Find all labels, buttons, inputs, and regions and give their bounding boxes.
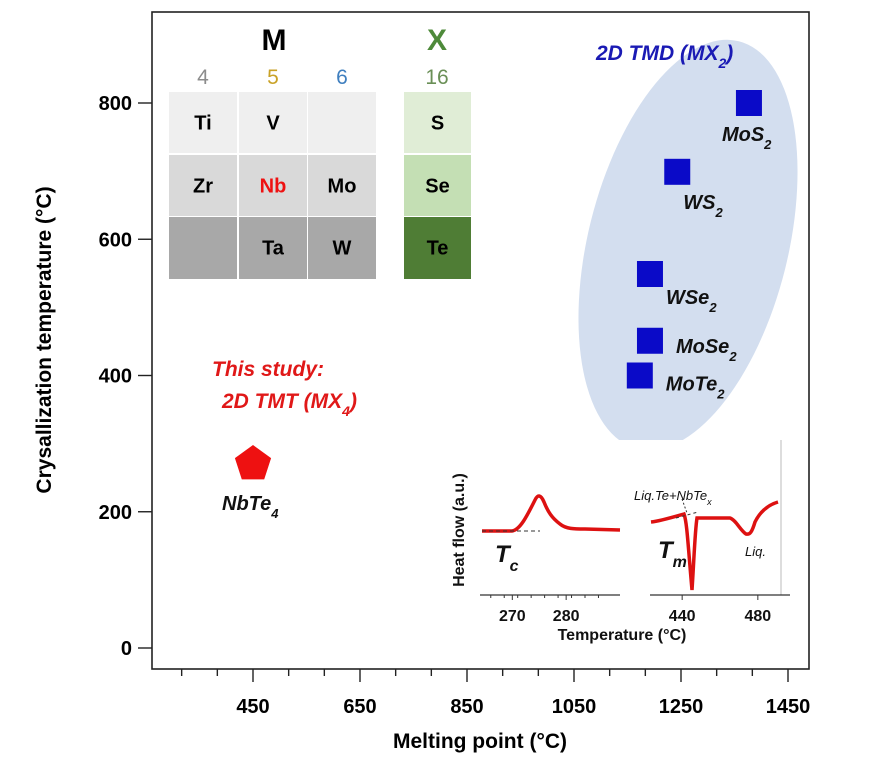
element-cell [169, 155, 237, 216]
group-number: 16 [425, 66, 448, 89]
dsc-curve-melting [650, 500, 779, 591]
element-cell [239, 217, 307, 279]
data-label-wse2: WSe2 [666, 287, 717, 315]
inset-x-label: Temperature (°C) [558, 627, 687, 644]
data-point-nbte4 [234, 445, 272, 480]
element-v: V [266, 113, 280, 135]
y-axis: 0 200 400 600 800 [99, 93, 152, 660]
y-tick-label: 400 [99, 366, 132, 388]
data-point-mose2 [636, 327, 663, 354]
plot-frame [151, 11, 810, 670]
data-label-nbte4: NbTe4 [222, 493, 279, 521]
tm-label: Tm [658, 537, 687, 571]
m-header: M [262, 24, 287, 57]
element-cell [404, 155, 471, 216]
data-label-mos2: MoS2 [722, 124, 772, 152]
element-nb: Nb [260, 176, 287, 198]
element-zr: Zr [193, 176, 213, 198]
element-ti: Ti [194, 113, 211, 135]
element-cell [169, 92, 237, 153]
inset-background [478, 440, 783, 645]
inset-tick-label: 270 [499, 608, 526, 625]
element-cell [404, 92, 471, 153]
element-se: Se [425, 176, 449, 198]
inset-y-label: Heat flow (a.u.) [451, 473, 468, 587]
data-point-mos2 [735, 90, 762, 116]
element-s: S [431, 113, 444, 135]
element-cell [239, 155, 307, 216]
liq-label: Liq. [745, 544, 766, 559]
data-label-ws2: WS2 [683, 192, 723, 220]
this-study-label: This study: [212, 358, 324, 381]
x-tick-label: 1450 [766, 696, 811, 718]
dsc-curve-crystallization [482, 494, 621, 533]
x-header: X [427, 24, 447, 57]
data-label-mote2: MoTe2 [666, 374, 725, 402]
tmd-group-ellipse [578, 39, 798, 451]
y-tick-label: 0 [121, 638, 132, 660]
element-w: W [333, 238, 352, 260]
tc-label: Tc [495, 541, 519, 575]
element-ta: Ta [262, 238, 285, 260]
data-point-wse2 [636, 260, 663, 287]
x-tick-label: 850 [450, 696, 483, 718]
x-tick-label: 650 [343, 696, 376, 718]
data-point-mote2 [626, 362, 653, 389]
tmd-group-label: 2D TMD (MX2) [595, 42, 733, 71]
phase-annotation: Liq.Te+NbTex [634, 488, 712, 507]
x-tick-label: 1250 [659, 696, 704, 718]
data-label-mose2: MoSe2 [676, 336, 737, 364]
x-tick-label: 450 [236, 696, 269, 718]
y-tick-label: 600 [99, 229, 132, 251]
x-axis-title: Melting point (°C) [393, 730, 567, 753]
group-number: 5 [267, 66, 279, 89]
tmt-group-label: 2D TMT (MX4) [221, 390, 357, 419]
x-axis: 450 650 850 1050 1250 1450 [180, 669, 811, 718]
periodic-table: M X 4 5 6 16 Ti V Zr Nb Mo Ta W S Se Te [169, 24, 471, 279]
group-number: 4 [197, 66, 209, 89]
element-cell [308, 92, 376, 153]
element-cell [169, 217, 237, 279]
x-tick-label: 1050 [552, 696, 597, 718]
inset-tick-label: 480 [744, 608, 771, 625]
inset-tick-label: 440 [669, 608, 696, 625]
inset-tick-label: 280 [553, 608, 580, 625]
y-tick-label: 800 [99, 93, 132, 115]
annotation-leader [681, 498, 688, 514]
element-cell [239, 92, 307, 153]
element-cell [308, 155, 376, 216]
data-point-ws2 [664, 158, 691, 185]
y-axis-title: Crysallization temperature (°C) [33, 186, 56, 493]
element-cell [308, 217, 376, 279]
y-tick-label: 200 [99, 502, 132, 524]
element-mo: Mo [328, 176, 357, 198]
group-number: 6 [336, 66, 348, 89]
element-te: Te [427, 238, 449, 260]
onset-dashed-line [675, 511, 699, 519]
element-cell [404, 217, 471, 279]
dsc-inset: Heat flow (a.u.) 270 280 440 480 Temperature … [451, 440, 790, 645]
data-points: MoS2 WS2 WSe2 MoSe2 MoTe2 NbTe4 [222, 90, 772, 521]
